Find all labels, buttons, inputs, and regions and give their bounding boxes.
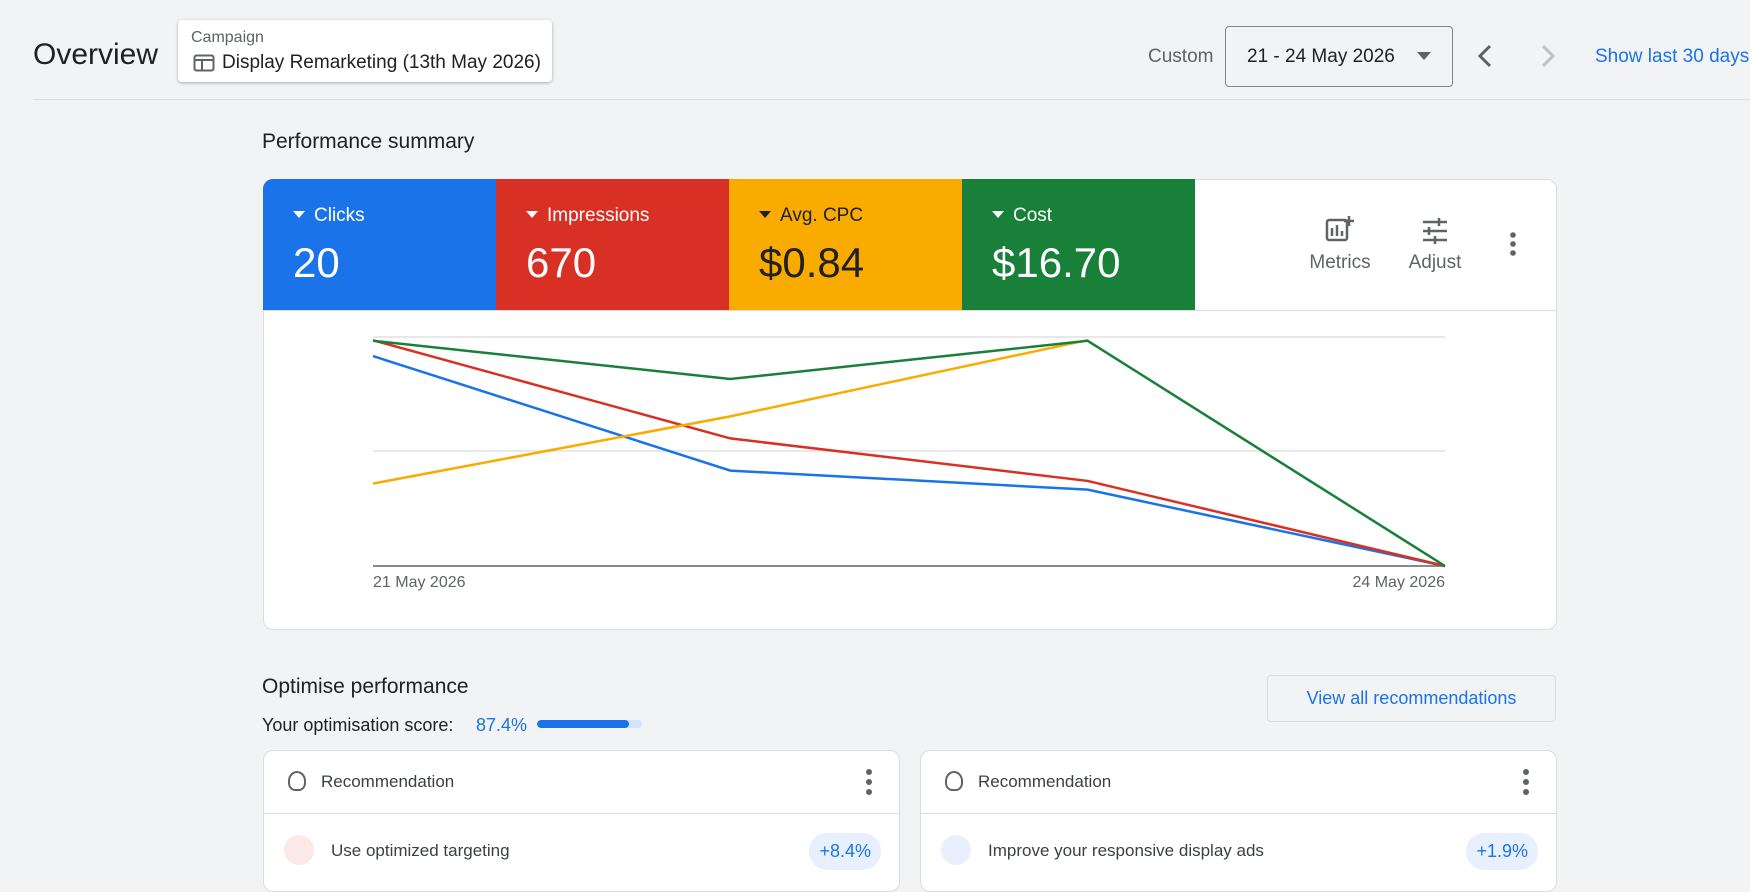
divider (33, 99, 1750, 100)
uplift-chip: +8.4% (809, 833, 881, 870)
page: {"header": {"title": "Overview", "campai… (0, 0, 1750, 870)
dot (866, 779, 872, 785)
item-icon (941, 835, 971, 865)
dot (1523, 779, 1529, 785)
metrics-button[interactable]: Metrics (1309, 252, 1371, 273)
dot (866, 789, 872, 795)
series-line (372, 338, 1088, 485)
date-range-dropdown[interactable]: 21 - 24 May 2026 (1225, 26, 1453, 87)
series-line (372, 354, 1446, 568)
card-divider (921, 813, 1556, 814)
card-menu[interactable] (866, 769, 872, 795)
card-menu[interactable] (1523, 769, 1529, 795)
x-tick-label: 24 May 2026 (1352, 574, 1445, 591)
more-menu[interactable] (1506, 231, 1520, 259)
adjust-icon (1423, 218, 1447, 244)
chart: 21 May 2026 24 May 2026 (372, 336, 1446, 591)
series-line (372, 339, 1446, 568)
metric-value: $0.84 (759, 239, 865, 286)
metric-tile[interactable]: Clicks 20 (263, 179, 496, 310)
campaign-label: Campaign (191, 29, 264, 46)
card-header: Recommendation (321, 772, 455, 791)
score-track (537, 720, 642, 728)
dot (866, 769, 872, 775)
campaign-icon (193, 54, 215, 72)
page-title: Overview (33, 38, 159, 71)
metric-value: $16.70 (992, 239, 1121, 286)
score-bar (537, 720, 629, 728)
score-value: 87.4% (476, 715, 528, 735)
show-last-link[interactable]: Show last 30 days (1595, 46, 1750, 67)
item-text: Use optimized targeting (331, 841, 510, 860)
metric-value: 20 (293, 239, 340, 286)
dot (1523, 769, 1529, 775)
view-all-button[interactable]: View all recommendations (1267, 675, 1556, 722)
x-tick-label: 21 May 2026 (373, 574, 466, 591)
card-header: Recommendation (978, 772, 1112, 791)
section-title: Optimise performance (262, 675, 469, 698)
metric-name: Clicks (293, 205, 365, 227)
metric-tile[interactable]: Avg. CPC $0.84 (729, 179, 962, 310)
campaign-name: Display Remarketing (13th May 2026) (222, 52, 541, 73)
dropdown-arrow (1417, 52, 1431, 60)
section-title: Performance summary (262, 130, 475, 153)
metric-value: 670 (526, 239, 597, 286)
item-icon (284, 835, 314, 865)
dot (1523, 789, 1529, 795)
prev-button[interactable] (1475, 43, 1495, 69)
metric-tile[interactable]: Impressions 670 (496, 179, 729, 310)
bulb-icon (945, 771, 963, 791)
score-label: Your optimisation score: (262, 715, 454, 735)
recommendation-card: Recommendation Use optimized targeting +8.… (263, 750, 900, 892)
series-line (372, 339, 1446, 568)
metric-name: Avg. CPC (759, 205, 863, 227)
metric-name: Cost (992, 205, 1052, 227)
date-range: 21 - 24 May 2026 (1247, 46, 1395, 67)
campaign-selector[interactable]: Campaign Display Remarketing (13th May 2… (178, 20, 552, 82)
adjust-button[interactable]: Adjust (1408, 252, 1462, 273)
metrics-icon (1325, 216, 1354, 242)
next-button[interactable] (1538, 43, 1558, 69)
uplift-chip: +1.9% (1466, 833, 1538, 870)
recommendation-card: Recommendation Improve your responsive di… (920, 750, 1557, 892)
metric-tile[interactable]: Cost $16.70 (962, 179, 1195, 310)
card-divider (264, 813, 899, 814)
bulb-icon (288, 771, 306, 791)
divider (263, 310, 1556, 311)
range-type: Custom (1148, 46, 1214, 67)
metric-name: Impressions (526, 205, 649, 227)
item-text: Improve your responsive display ads (988, 841, 1264, 860)
